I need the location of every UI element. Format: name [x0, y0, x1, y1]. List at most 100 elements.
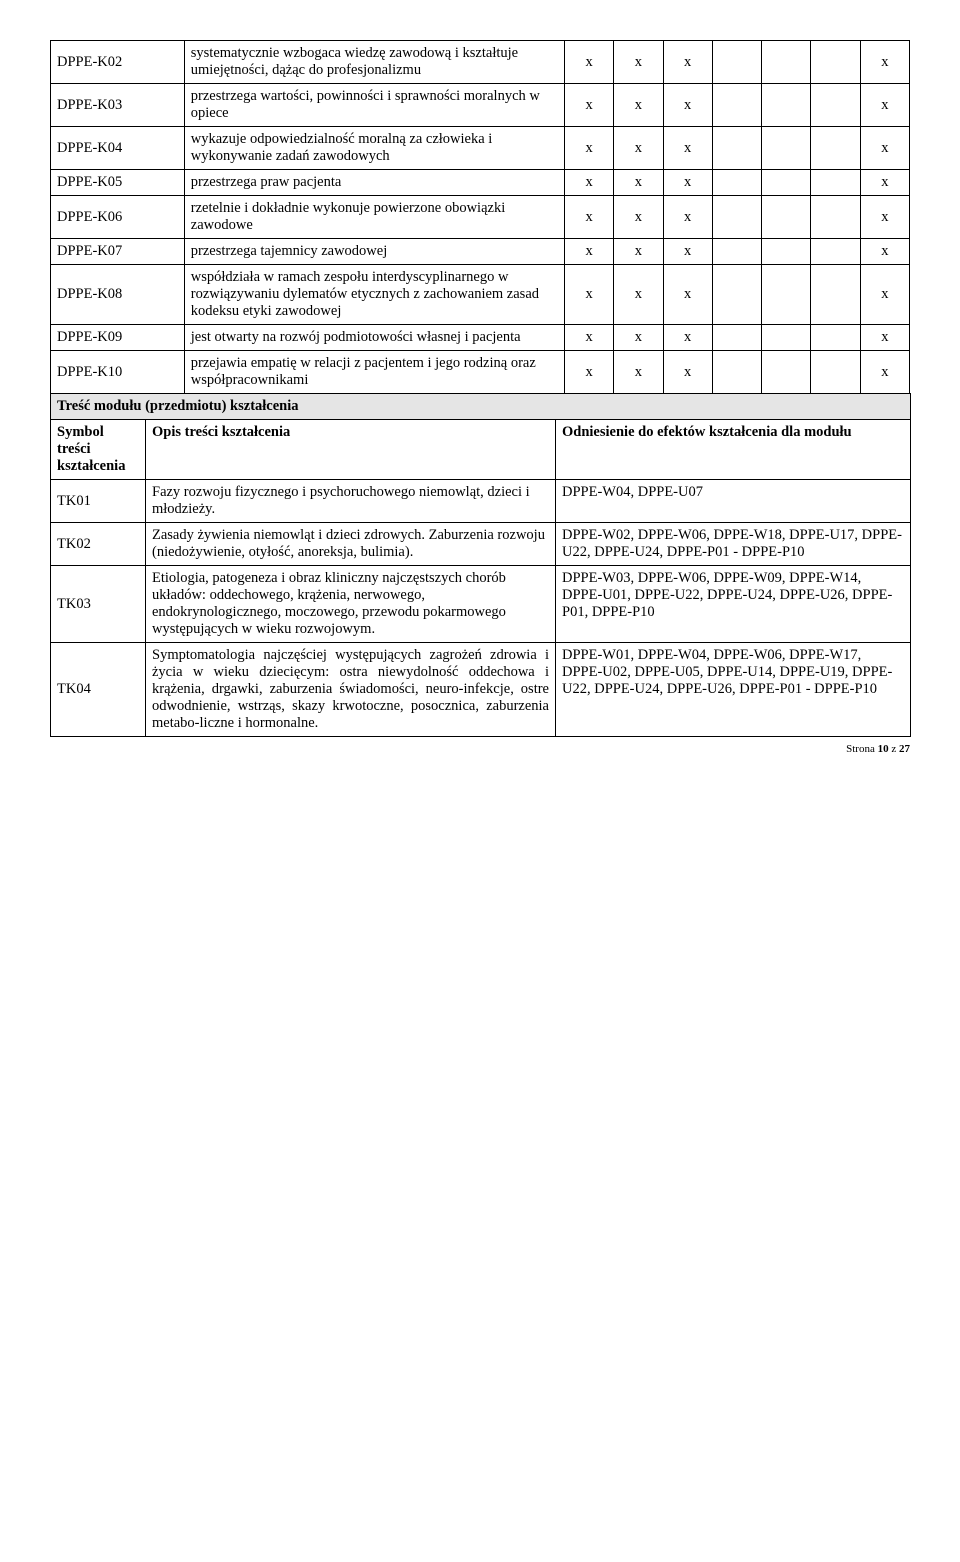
mark-cell: x — [663, 325, 712, 351]
content-reference: DPPE-W02, DPPE-W06, DPPE-W18, DPPE-U17, … — [556, 523, 911, 566]
content-column-header: Symbol treści kształcenia — [51, 420, 146, 480]
mark-cell: x — [614, 351, 663, 394]
mark-cell — [712, 170, 761, 196]
competency-description: rzetelnie i dokładnie wykonuje powierzon… — [184, 196, 564, 239]
competency-code: DPPE-K07 — [51, 239, 185, 265]
matrix-row: DPPE-K07przestrzega tajemnicy zawodowejx… — [51, 239, 910, 265]
mark-cell — [762, 265, 811, 325]
mark-cell: x — [564, 325, 613, 351]
content-description: Etiologia, patogeneza i obraz kliniczny … — [146, 566, 556, 643]
competency-description: wykazuje odpowiedzialność moralną za czł… — [184, 127, 564, 170]
mark-cell: x — [663, 239, 712, 265]
mark-cell: x — [564, 351, 613, 394]
competency-code: DPPE-K02 — [51, 41, 185, 84]
content-description: Symptomatologia najczęściej występującyc… — [146, 643, 556, 737]
mark-cell: x — [860, 351, 909, 394]
mark-cell — [811, 170, 860, 196]
mark-cell: x — [663, 41, 712, 84]
mark-cell — [712, 351, 761, 394]
content-row: TK04Symptomatologia najczęściej występuj… — [51, 643, 911, 737]
competency-description: jest otwarty na rozwój podmiotowości wła… — [184, 325, 564, 351]
competency-description: współdziała w ramach zespołu interdyscyp… — [184, 265, 564, 325]
competency-description: przestrzega wartości, powinności i spraw… — [184, 84, 564, 127]
mark-cell: x — [564, 84, 613, 127]
mark-cell: x — [614, 84, 663, 127]
content-description: Fazy rozwoju fizycznego i psychoruchoweg… — [146, 480, 556, 523]
mark-cell: x — [860, 196, 909, 239]
content-row: TK03Etiologia, patogeneza i obraz klinic… — [51, 566, 911, 643]
matrix-row: DPPE-K04wykazuje odpowiedzialność moraln… — [51, 127, 910, 170]
competency-code: DPPE-K03 — [51, 84, 185, 127]
competency-code: DPPE-K10 — [51, 351, 185, 394]
content-row: TK01Fazy rozwoju fizycznego i psychoruch… — [51, 480, 911, 523]
mark-cell — [762, 84, 811, 127]
mark-cell: x — [564, 265, 613, 325]
mark-cell: x — [663, 351, 712, 394]
mark-cell — [811, 239, 860, 265]
mark-cell: x — [860, 84, 909, 127]
matrix-row: DPPE-K02systematycznie wzbogaca wiedzę z… — [51, 41, 910, 84]
mark-cell: x — [860, 265, 909, 325]
mark-cell — [811, 127, 860, 170]
mark-cell: x — [614, 325, 663, 351]
matrix-row: DPPE-K08współdziała w ramach zespołu int… — [51, 265, 910, 325]
mark-cell: x — [663, 265, 712, 325]
competency-description: przestrzega praw pacjenta — [184, 170, 564, 196]
page-footer: Strona 10 z 27 — [50, 743, 910, 755]
mark-cell — [762, 325, 811, 351]
competency-description: przestrzega tajemnicy zawodowej — [184, 239, 564, 265]
mark-cell — [811, 41, 860, 84]
mark-cell — [712, 41, 761, 84]
mark-cell — [712, 325, 761, 351]
mark-cell — [762, 351, 811, 394]
mark-cell — [811, 265, 860, 325]
competency-matrix-table: DPPE-K02systematycznie wzbogaca wiedzę z… — [50, 40, 910, 394]
mark-cell: x — [663, 84, 712, 127]
mark-cell — [762, 127, 811, 170]
competency-code: DPPE-K09 — [51, 325, 185, 351]
content-code: TK03 — [51, 566, 146, 643]
competency-description: przejawia empatię w relacji z pacjentem … — [184, 351, 564, 394]
mark-cell: x — [614, 127, 663, 170]
mark-cell — [712, 265, 761, 325]
mark-cell: x — [564, 127, 613, 170]
mark-cell — [762, 41, 811, 84]
matrix-row: DPPE-K05przestrzega praw pacjentaxxxx — [51, 170, 910, 196]
page-label: Strona — [846, 743, 877, 755]
mark-cell: x — [860, 170, 909, 196]
mark-cell: x — [614, 41, 663, 84]
competency-code: DPPE-K04 — [51, 127, 185, 170]
matrix-row: DPPE-K03przestrzega wartości, powinności… — [51, 84, 910, 127]
mark-cell — [762, 196, 811, 239]
page-total: 27 — [899, 743, 910, 755]
content-row: TK02Zasady żywienia niemowląt i dzieci z… — [51, 523, 911, 566]
content-column-header: Opis treści kształcenia — [146, 420, 556, 480]
mark-cell — [811, 84, 860, 127]
mark-cell: x — [564, 170, 613, 196]
mark-cell: x — [614, 265, 663, 325]
content-reference: DPPE-W03, DPPE-W06, DPPE-W09, DPPE-W14, … — [556, 566, 911, 643]
content-column-header: Odniesienie do efektów kształcenia dla m… — [556, 420, 911, 480]
content-description: Zasady żywienia niemowląt i dzieci zdrow… — [146, 523, 556, 566]
mark-cell: x — [564, 41, 613, 84]
mark-cell: x — [860, 239, 909, 265]
mark-cell: x — [663, 170, 712, 196]
matrix-row: DPPE-K09jest otwarty na rozwój podmiotow… — [51, 325, 910, 351]
section-header: Treść modułu (przedmiotu) kształcenia — [51, 394, 911, 420]
mark-cell: x — [860, 127, 909, 170]
mark-cell: x — [614, 170, 663, 196]
content-reference: DPPE-W01, DPPE-W04, DPPE-W06, DPPE-W17, … — [556, 643, 911, 737]
mark-cell: x — [614, 196, 663, 239]
content-table: Treść modułu (przedmiotu) kształceniaSym… — [50, 393, 911, 737]
content-code: TK04 — [51, 643, 146, 737]
content-code: TK02 — [51, 523, 146, 566]
mark-cell — [762, 239, 811, 265]
mark-cell: x — [860, 325, 909, 351]
mark-cell — [811, 325, 860, 351]
page-sep: z — [889, 743, 899, 755]
competency-code: DPPE-K08 — [51, 265, 185, 325]
mark-cell — [811, 351, 860, 394]
mark-cell: x — [564, 239, 613, 265]
competency-code: DPPE-K06 — [51, 196, 185, 239]
competency-description: systematycznie wzbogaca wiedzę zawodową … — [184, 41, 564, 84]
